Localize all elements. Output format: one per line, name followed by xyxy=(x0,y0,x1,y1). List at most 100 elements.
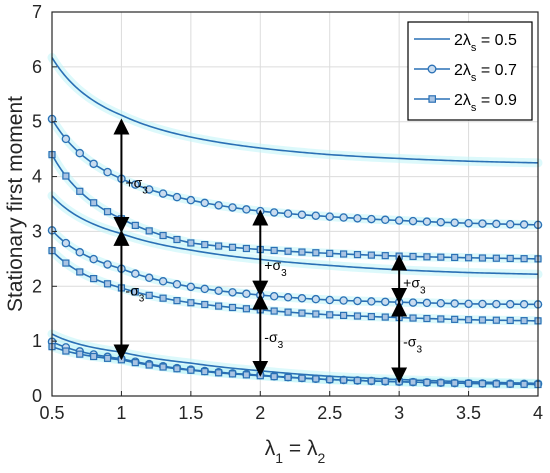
data-point xyxy=(478,299,487,309)
data-point xyxy=(492,219,501,229)
data-point xyxy=(492,254,500,262)
data-point xyxy=(215,242,223,250)
legend-label: 2λs = 0.7 xyxy=(454,62,517,84)
data-point xyxy=(89,254,98,264)
data-point xyxy=(422,298,432,308)
legend-entry-2: 2λs = 0.7 xyxy=(414,62,517,84)
data-point xyxy=(90,275,98,283)
data-point xyxy=(144,185,154,194)
data-point xyxy=(284,308,292,316)
data-point xyxy=(353,250,362,259)
data-point xyxy=(451,253,459,262)
series-group xyxy=(47,57,543,389)
data-point xyxy=(270,246,278,255)
data-point xyxy=(159,363,167,371)
data-point xyxy=(172,192,182,202)
data-point xyxy=(367,251,375,259)
data-point xyxy=(312,249,320,257)
data-point xyxy=(478,219,487,228)
data-point xyxy=(242,205,251,214)
data-point xyxy=(506,316,514,325)
data-point xyxy=(269,291,279,301)
data-point xyxy=(464,379,473,387)
data-point xyxy=(492,380,500,388)
data-point xyxy=(131,288,139,296)
data-point xyxy=(75,148,85,158)
data-point xyxy=(62,347,70,355)
data-point xyxy=(215,369,223,377)
data-point xyxy=(353,312,362,320)
data-point xyxy=(215,302,223,310)
data-point xyxy=(326,375,334,384)
data-point xyxy=(242,371,250,379)
data-point xyxy=(159,231,167,240)
data-point xyxy=(381,313,389,321)
data-point xyxy=(451,379,459,387)
data-point xyxy=(283,293,293,302)
data-point xyxy=(520,380,528,388)
sigma-label: -σ3 xyxy=(264,329,283,351)
data-point xyxy=(409,378,417,386)
data-point xyxy=(437,379,445,387)
data-point xyxy=(200,284,209,294)
series-line-upper xyxy=(51,57,539,164)
plot-frame xyxy=(51,11,539,397)
data-point xyxy=(326,249,334,257)
data-point xyxy=(131,359,139,367)
x-tick-label: 2 xyxy=(255,403,265,423)
data-point xyxy=(158,189,168,198)
data-point xyxy=(464,218,473,228)
data-point xyxy=(298,374,306,382)
legend-label: 2λs = 0.5 xyxy=(454,32,517,54)
data-point xyxy=(367,312,375,321)
data-point xyxy=(214,201,223,210)
data-point xyxy=(173,365,181,373)
data-point xyxy=(200,198,209,208)
data-point xyxy=(269,208,279,217)
data-point xyxy=(173,297,181,305)
y-axis-title: Stationary first moment xyxy=(4,96,27,312)
data-point xyxy=(464,299,473,309)
data-point xyxy=(228,288,237,297)
data-point xyxy=(506,380,514,388)
data-point xyxy=(228,243,237,251)
data-point xyxy=(478,316,487,324)
data-point xyxy=(367,377,375,385)
data-point xyxy=(201,240,209,249)
data-point xyxy=(131,180,140,189)
data-point xyxy=(505,219,515,229)
data-point xyxy=(408,298,418,307)
data-point xyxy=(103,354,112,362)
data-point xyxy=(505,299,515,309)
x-tick-label: 3.5 xyxy=(456,403,481,423)
data-point xyxy=(103,167,112,177)
data-point xyxy=(478,254,487,262)
data-point xyxy=(340,376,348,384)
data-point xyxy=(367,214,376,224)
data-point xyxy=(145,291,153,299)
data-point xyxy=(298,309,306,317)
sigma-label: +σ3 xyxy=(125,175,148,197)
x-tick-label: 3 xyxy=(394,403,404,423)
data-point xyxy=(325,212,334,221)
data-point xyxy=(103,280,112,288)
data-point xyxy=(284,373,292,382)
x-tick-label: 2.5 xyxy=(317,403,342,423)
data-point xyxy=(228,370,237,378)
data-point xyxy=(409,314,417,322)
data-point xyxy=(381,297,390,307)
annotations: +σ3 -σ3 +σ3 -σ3 +σ3 -σ3 xyxy=(113,118,426,384)
data-point xyxy=(283,209,293,218)
sigma-label: +σ3 xyxy=(264,257,287,279)
y-tick-label: 5 xyxy=(32,112,42,132)
data-point xyxy=(436,217,446,227)
data-point xyxy=(90,199,98,207)
data-point xyxy=(353,296,362,306)
legend: 2λs = 0.5 2λs = 0.7 2λs = 0.9 xyxy=(407,21,533,121)
data-point xyxy=(464,254,473,262)
y-tick-label: 3 xyxy=(32,221,42,241)
data-point xyxy=(423,253,431,261)
data-point xyxy=(423,378,431,387)
data-point xyxy=(103,260,112,269)
